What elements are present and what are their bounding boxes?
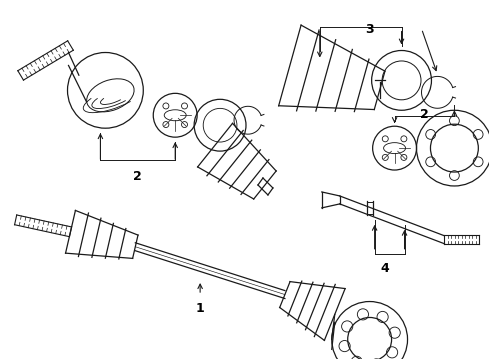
- Text: 4: 4: [380, 262, 389, 275]
- Text: 2: 2: [420, 108, 429, 121]
- Text: 2: 2: [133, 170, 142, 183]
- Text: 1: 1: [196, 302, 204, 315]
- Text: 3: 3: [366, 23, 374, 36]
